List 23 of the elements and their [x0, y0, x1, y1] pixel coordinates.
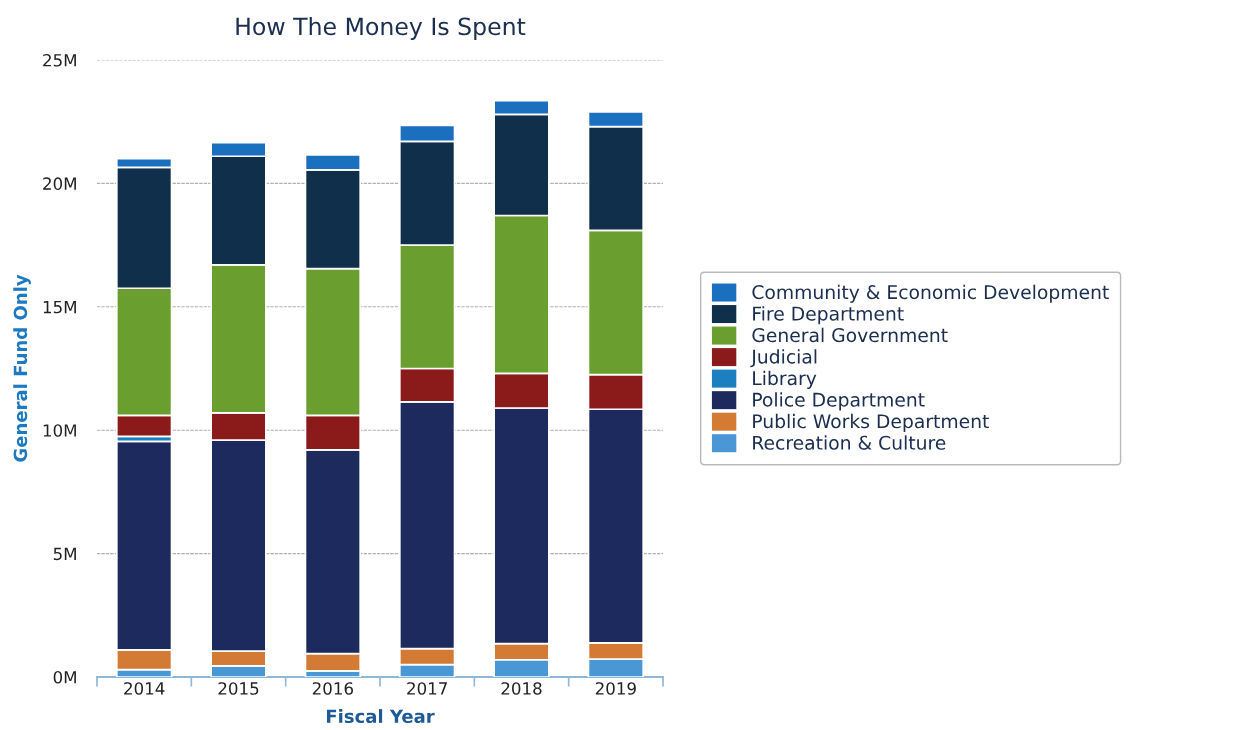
y-tick-label: 20M: [43, 177, 76, 190]
legend-label: General Government: [752, 327, 948, 343]
legend-label: Library: [753, 370, 817, 389]
y-tick-label: 10M: [43, 424, 76, 437]
chart-title: How The Money Is Spent: [236, 17, 526, 40]
x-tick-label: 2018: [501, 682, 542, 695]
x-axis-title: Fiscal Year: [326, 709, 435, 724]
y-tick-label: 0M: [53, 670, 76, 684]
x-tick-label: 2014: [124, 682, 165, 695]
y-tick-label: 25M: [43, 53, 76, 67]
y-tick-label: 15M: [43, 300, 76, 314]
legend-label: Fire Department: [753, 306, 904, 325]
x-tick-label: 2019: [595, 682, 636, 695]
legend-label: Judicial: [750, 349, 817, 368]
y-tick-label: 5M: [53, 547, 76, 561]
legend-label: Community & Economic Development: [752, 284, 1109, 303]
legend-label: Police Department: [753, 392, 925, 411]
x-tick-label: 2016: [312, 682, 353, 695]
x-tick-label: 2015: [218, 682, 259, 695]
legend-label: Public Works Department: [753, 413, 989, 432]
x-tick-label: 2017: [407, 682, 447, 695]
y-axis-title: General Fund Only: [13, 274, 31, 462]
legend-label: Recreation & Culture: [753, 435, 946, 450]
